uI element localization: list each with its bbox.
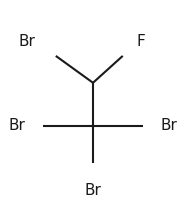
Text: Br: Br [161, 118, 178, 133]
Text: Br: Br [85, 183, 101, 198]
Text: F: F [136, 34, 145, 49]
Text: Br: Br [8, 118, 25, 133]
Text: Br: Br [19, 34, 35, 49]
